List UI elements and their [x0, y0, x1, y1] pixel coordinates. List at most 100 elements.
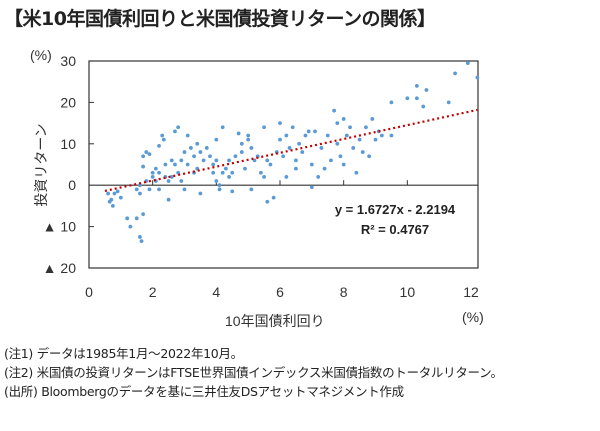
data-point	[112, 191, 117, 196]
data-point	[214, 179, 219, 183]
data-point	[169, 158, 174, 163]
data-point	[246, 137, 251, 142]
data-point	[236, 131, 241, 136]
data-point	[475, 75, 480, 80]
data-point	[166, 197, 171, 202]
data-point	[144, 150, 149, 154]
data-point	[243, 166, 247, 171]
data-point	[188, 146, 193, 150]
data-point	[166, 179, 171, 183]
data-point	[128, 224, 133, 229]
data-point	[195, 141, 200, 146]
data-point	[329, 158, 333, 163]
data-point	[405, 96, 410, 101]
data-point	[246, 133, 251, 138]
data-point	[465, 61, 470, 65]
data-point	[214, 137, 219, 142]
data-point	[268, 162, 273, 167]
data-point	[198, 191, 203, 196]
y-tick-label: ▲ 10	[43, 219, 77, 235]
data-point	[115, 189, 120, 194]
y-tick-label: 10	[60, 136, 76, 152]
data-point	[389, 100, 394, 105]
chart-title: 【米10年国債利回りと米国債投資リターンの関係】	[4, 8, 436, 30]
data-point	[300, 150, 305, 154]
data-point	[424, 88, 429, 92]
data-point	[287, 146, 292, 150]
data-point	[294, 166, 298, 171]
data-point	[141, 164, 146, 169]
trendline	[104, 108, 478, 193]
data-point	[185, 133, 190, 138]
data-point	[335, 121, 340, 125]
data-point	[138, 183, 142, 188]
data-point	[201, 158, 206, 163]
plot-frame	[88, 60, 479, 269]
data-point	[220, 170, 225, 175]
data-point	[290, 125, 295, 130]
data-point	[163, 162, 168, 167]
data-point	[134, 216, 139, 221]
data-point	[309, 185, 314, 190]
data-point	[360, 150, 365, 154]
data-point	[182, 150, 187, 154]
data-point	[325, 133, 330, 138]
data-point	[344, 133, 349, 138]
data-point	[198, 150, 203, 154]
data-point	[153, 166, 158, 171]
data-point	[354, 170, 359, 175]
data-point	[150, 170, 155, 175]
x-axis-label: 10年国債利回り	[225, 313, 325, 329]
y-axis-label: 投資リターン	[33, 123, 49, 206]
data-point	[421, 104, 426, 109]
data-point	[338, 154, 343, 159]
data-point	[185, 162, 190, 167]
data-point	[316, 175, 321, 179]
x-tick-label: 4	[212, 284, 220, 300]
data-point	[118, 195, 123, 200]
trend-equation: y = 1.6727x - 2.2194	[335, 202, 456, 217]
x-unit: (%)	[462, 309, 484, 325]
data-point	[341, 162, 346, 167]
data-point	[160, 133, 165, 138]
data-point	[389, 133, 394, 138]
note-2: (注2) 米国債の投資リターンはFTSE世界国債インデックス米国債指数のトータル…	[4, 365, 503, 380]
data-point	[249, 187, 254, 192]
x-tick-label: 0	[85, 284, 93, 300]
data-point	[262, 125, 266, 130]
data-point	[141, 212, 146, 217]
data-point	[179, 179, 184, 183]
data-point	[173, 162, 177, 167]
data-point	[179, 158, 184, 163]
data-point	[157, 170, 161, 175]
data-point	[367, 154, 372, 159]
data-point	[173, 129, 177, 134]
data-point	[110, 204, 115, 208]
data-point	[223, 166, 228, 171]
footnotes: (注1) データは1985年1月～2022年10月。 (注2) 米国債の投資リタ…	[4, 344, 503, 401]
data-point	[208, 154, 212, 159]
data-point	[233, 154, 238, 159]
x-tick-label: 10	[400, 284, 416, 300]
data-point	[220, 125, 225, 130]
data-point	[217, 183, 222, 188]
data-point	[141, 154, 146, 159]
data-point	[453, 71, 457, 76]
data-point	[134, 187, 139, 192]
data-point	[161, 137, 166, 142]
data-point	[284, 133, 289, 138]
data-point	[313, 129, 317, 134]
data-point	[370, 117, 375, 121]
data-point	[262, 175, 266, 179]
scatter-chart: 0 2 4 6 8 10 12 30 20 10 0 ▲ 10 ▲ 20 (%) (%) 10年国債利回…	[30, 47, 484, 329]
note-1: (注1) データは1985年1月～2022年10月。	[4, 346, 243, 361]
data-point	[106, 191, 110, 196]
y-tick-label: ▲ 20	[43, 260, 77, 276]
data-point	[204, 146, 209, 150]
data-point	[230, 170, 235, 175]
data-point	[414, 83, 419, 88]
data-point	[278, 121, 282, 125]
data-point	[147, 187, 152, 192]
x-tick-label: 8	[340, 284, 348, 300]
data-point	[294, 158, 298, 163]
